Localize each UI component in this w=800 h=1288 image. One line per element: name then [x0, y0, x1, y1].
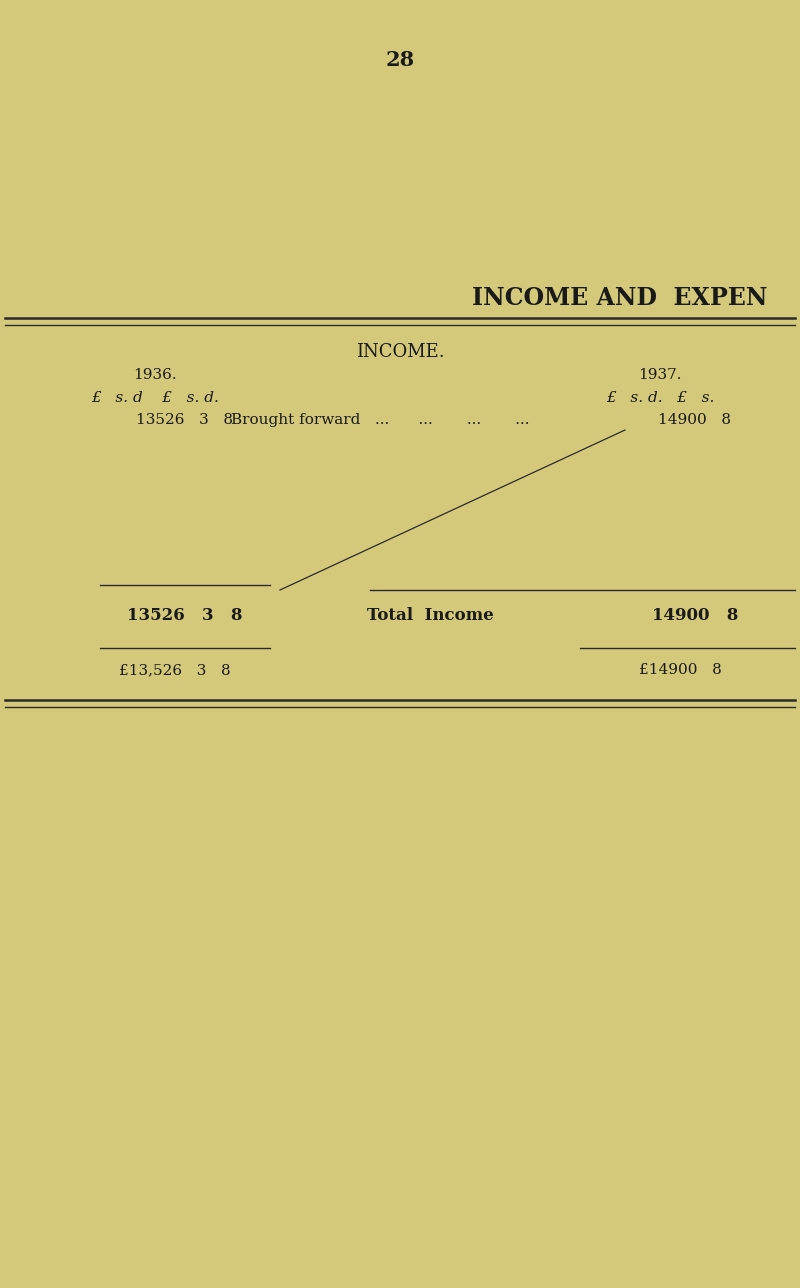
Text: £   s. d.   £   s.: £ s. d. £ s.	[606, 392, 714, 404]
Text: £13,526   3   8: £13,526 3 8	[119, 663, 231, 677]
Text: 14900   8: 14900 8	[652, 607, 738, 623]
Text: 13526   3   8: 13526 3 8	[127, 607, 242, 623]
Text: INCOME AND  EXPEN: INCOME AND EXPEN	[472, 286, 768, 310]
Text: 28: 28	[386, 50, 414, 70]
Text: Total  Income: Total Income	[366, 607, 494, 623]
Text: £14900   8: £14900 8	[638, 663, 722, 677]
Text: 1937.: 1937.	[638, 368, 682, 383]
Text: 14900   8: 14900 8	[658, 413, 731, 428]
Text: 13526   3   8: 13526 3 8	[137, 413, 234, 428]
Text: 1936.: 1936.	[133, 368, 177, 383]
Text: Brought forward   ...      ...       ...       ...: Brought forward ... ... ... ...	[230, 413, 530, 428]
Text: INCOME.: INCOME.	[356, 343, 444, 361]
Text: £   s. d    £   s. d.: £ s. d £ s. d.	[91, 392, 219, 404]
